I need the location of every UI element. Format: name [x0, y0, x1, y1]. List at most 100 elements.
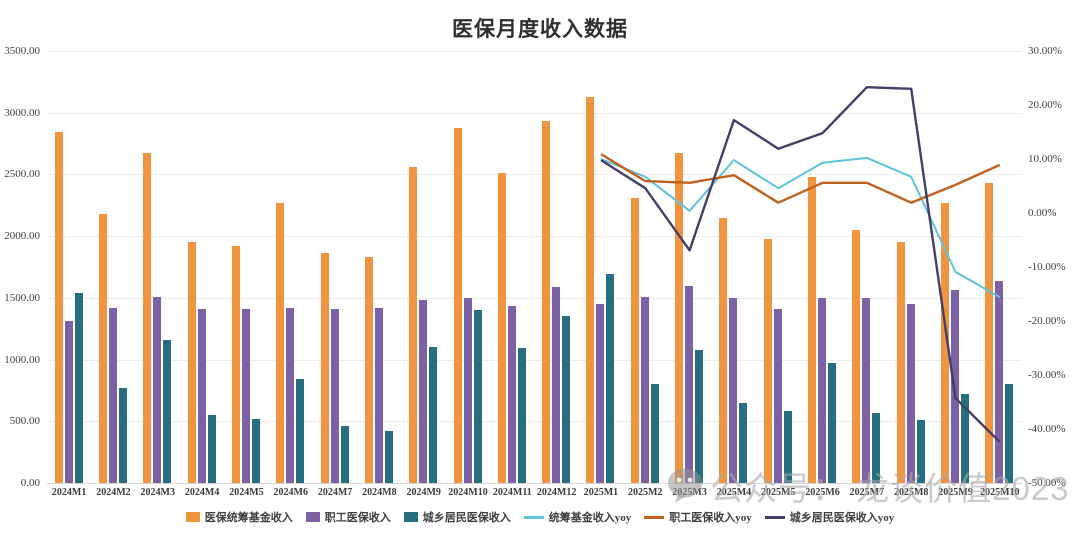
bar-医保统筹基金收入-2025M10: [985, 183, 994, 483]
left-axis-tick-label: 2000.00: [4, 230, 40, 243]
legend-item-职工医保收入yoy: 职工医保收入yoy: [644, 509, 752, 525]
bar-职工医保收入-2024M10: [463, 297, 472, 483]
bar-职工医保收入-2024M7: [330, 308, 339, 483]
bar-城乡居民医保收入-2025M10: [1005, 384, 1014, 483]
legend-item-城乡居民医保收入yoy: 城乡居民医保收入yoy: [764, 509, 895, 525]
bar-医保统筹基金收入-2025M4: [719, 217, 728, 483]
right-axis-tick-label: 10.00%: [1028, 153, 1062, 165]
x-axis-tick-label: 2025M2: [628, 487, 663, 498]
left-axis-tick-label: 2500.00: [4, 168, 40, 181]
x-axis-tick-label: 2024M6: [273, 487, 308, 498]
bar-职工医保收入-2025M7: [862, 297, 871, 483]
x-axis-tick-label: 2025M9: [938, 487, 973, 498]
bar-城乡居民医保收入-2025M8: [916, 420, 925, 483]
x-axis-tick-label: 2024M9: [406, 487, 441, 498]
x-axis-tick-label: 2024M3: [140, 487, 175, 498]
right-axis-tick-label: -20.00%: [1028, 315, 1066, 327]
bar-城乡居民医保收入-2024M6: [296, 379, 305, 483]
bar-医保统筹基金收入-2024M2: [98, 213, 107, 483]
bar-职工医保收入-2024M4: [197, 308, 206, 483]
x-axis-tick-label: 2024M11: [492, 487, 532, 498]
x-axis-tick-label: 2025M4: [716, 487, 752, 498]
legend-label: 城乡居民医保收入yoy: [789, 512, 895, 524]
bar-医保统筹基金收入-2025M5: [763, 238, 772, 483]
line-职工医保收入yoy: [600, 153, 1001, 204]
x-axis-tick-label: 2024M2: [96, 487, 131, 498]
legend-label: 医保统筹基金收入: [204, 512, 293, 524]
gridline: [47, 51, 1022, 52]
bar-医保统筹基金收入-2024M6: [276, 202, 285, 483]
left-axis-tick-label: 1500.00: [4, 291, 40, 304]
bar-职工医保收入-2025M1: [596, 304, 605, 483]
left-axis-tick-label: 0.00: [20, 477, 40, 489]
bar-职工医保收入-2025M2: [640, 296, 649, 483]
line-统筹基金收入yoy: [600, 156, 1001, 299]
gridline: [47, 112, 1022, 114]
bar-职工医保收入-2024M9: [419, 300, 428, 483]
bar-医保统筹基金收入-2024M7: [320, 253, 329, 483]
bar-医保统筹基金收入-2025M2: [630, 197, 639, 483]
right-axis-tick-label: 20.00%: [1028, 99, 1062, 111]
bar-城乡居民医保收入-2025M6: [828, 363, 837, 483]
x-axis-tick-label: 2025M7: [849, 487, 885, 498]
bar-医保统筹基金收入-2025M9: [941, 202, 950, 483]
chart-legend: 医保统筹基金收入 职工医保收入 城乡居民医保收入 统筹基金收入yoy 职工医保收入yoy…: [0, 509, 1080, 525]
bar-医保统筹基金收入-2024M8: [364, 257, 373, 483]
bar-城乡居民医保收入-2024M4: [207, 415, 216, 483]
bar-职工医保收入-2025M10: [995, 280, 1004, 483]
bar-职工医保收入-2024M11: [507, 306, 516, 483]
bar-医保统筹基金收入-2024M1: [54, 132, 63, 483]
x-axis-line: [47, 483, 1022, 484]
x-axis-tick-label: 2024M4: [184, 487, 220, 498]
bar-城乡居民医保收入-2025M2: [650, 384, 659, 483]
bar-城乡居民医保收入-2024M8: [384, 431, 393, 483]
bar-职工医保收入-2025M6: [818, 297, 827, 483]
x-axis-tick-label: 2025M5: [761, 487, 796, 498]
legend-label: 职工医保收入: [324, 512, 391, 524]
x-axis-tick-label: 2024M5: [229, 487, 264, 498]
bar-职工医保收入-2024M8: [374, 307, 383, 483]
legend-label: 城乡居民医保收入: [422, 512, 511, 524]
bar-城乡居民医保收入-2024M9: [429, 347, 438, 483]
x-axis-tick-label: 2025M1: [583, 487, 619, 498]
bar-职工医保收入-2025M8: [906, 304, 915, 483]
bar-医保统筹基金收入-2025M3: [675, 153, 684, 483]
bar-城乡居民医保收入-2024M5: [251, 418, 260, 483]
bar-职工医保收入-2024M2: [108, 307, 117, 483]
right-axis-tick-label: -10.00%: [1028, 261, 1066, 273]
bar-职工医保收入-2025M4: [729, 297, 738, 483]
right-axis-tick-label: 0.00%: [1028, 207, 1057, 219]
bar-职工医保收入-2024M12: [552, 286, 561, 483]
legend-label: 统筹基金收入yoy: [548, 512, 632, 524]
left-axis-tick-label: 1000.00: [4, 353, 40, 366]
x-axis-tick-label: 2024M12: [536, 487, 577, 498]
bar-医保统筹基金收入-2025M6: [808, 176, 817, 483]
right-axis-tick-label: -50.00%: [1028, 477, 1066, 489]
bar-城乡居民医保收入-2024M1: [74, 292, 83, 483]
legend-line-marker: [523, 515, 544, 519]
bar-职工医保收入-2024M6: [286, 307, 295, 483]
legend-swatch-marker: [305, 512, 320, 522]
bar-医保统筹基金收入-2024M10: [453, 127, 462, 483]
right-axis-tick-label: -30.00%: [1028, 369, 1066, 381]
bar-医保统筹基金收入-2024M11: [497, 173, 506, 483]
x-axis-tick-label: 2024M10: [448, 487, 488, 498]
left-axis-tick-label: 3000.00: [4, 106, 40, 119]
bar-城乡居民医保收入-2025M9: [961, 394, 970, 483]
gridline: [47, 297, 1022, 299]
bar-医保统筹基金收入-2024M9: [409, 167, 418, 483]
bar-城乡居民医保收入-2025M4: [739, 402, 748, 483]
bar-医保统筹基金收入-2025M8: [896, 242, 905, 483]
x-axis-tick-label: 2024M8: [362, 487, 397, 498]
bar-城乡居民医保收入-2024M7: [340, 426, 349, 483]
bar-城乡居民医保收入-2024M12: [562, 316, 571, 483]
bar-城乡居民医保收入-2024M2: [118, 387, 127, 483]
legend-item-城乡居民医保收入: 城乡居民医保收入: [403, 509, 511, 525]
left-axis-tick-label: 500.00: [9, 415, 40, 428]
legend-line-marker: [764, 515, 785, 519]
bar-医保统筹基金收入-2024M4: [187, 242, 196, 483]
right-axis-tick-label: -40.00%: [1028, 423, 1066, 435]
x-axis-tick-label: 2024M7: [317, 487, 353, 498]
